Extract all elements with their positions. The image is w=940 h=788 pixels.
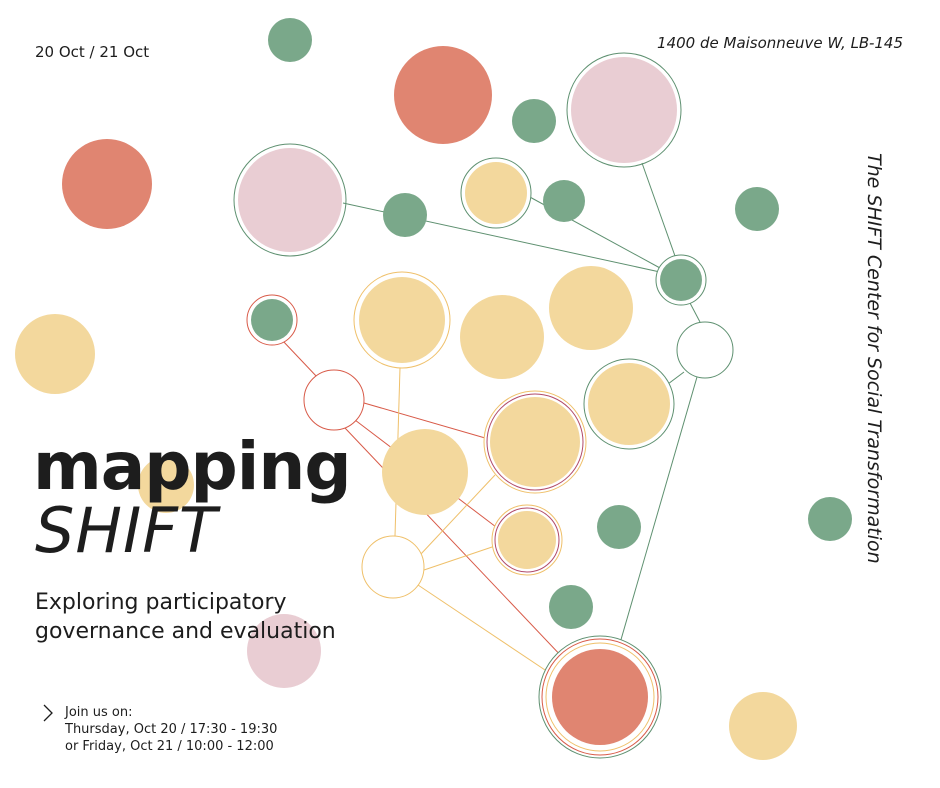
- title: SHIFT: [35, 494, 218, 567]
- schedule-session: or Friday, Oct 21 / 10:00 - 12:00: [65, 739, 274, 754]
- schedule-intro: Join us on:: [65, 705, 133, 720]
- subtitle: governance and evaluation: [35, 619, 336, 644]
- address: 1400 de Maisonneuve W, LB-145: [657, 34, 903, 52]
- circles: [15, 18, 852, 760]
- schedule-session: Thursday, Oct 20 / 17:30 - 19:30: [65, 722, 278, 737]
- subtitle: Exploring participatory: [35, 590, 287, 615]
- title: mapping: [33, 428, 352, 505]
- organizer: The SHIFT Center for Social Transformati…: [863, 153, 885, 564]
- chevron-icon: [43, 704, 53, 722]
- dates: 20 Oct / 21 Oct: [35, 43, 150, 61]
